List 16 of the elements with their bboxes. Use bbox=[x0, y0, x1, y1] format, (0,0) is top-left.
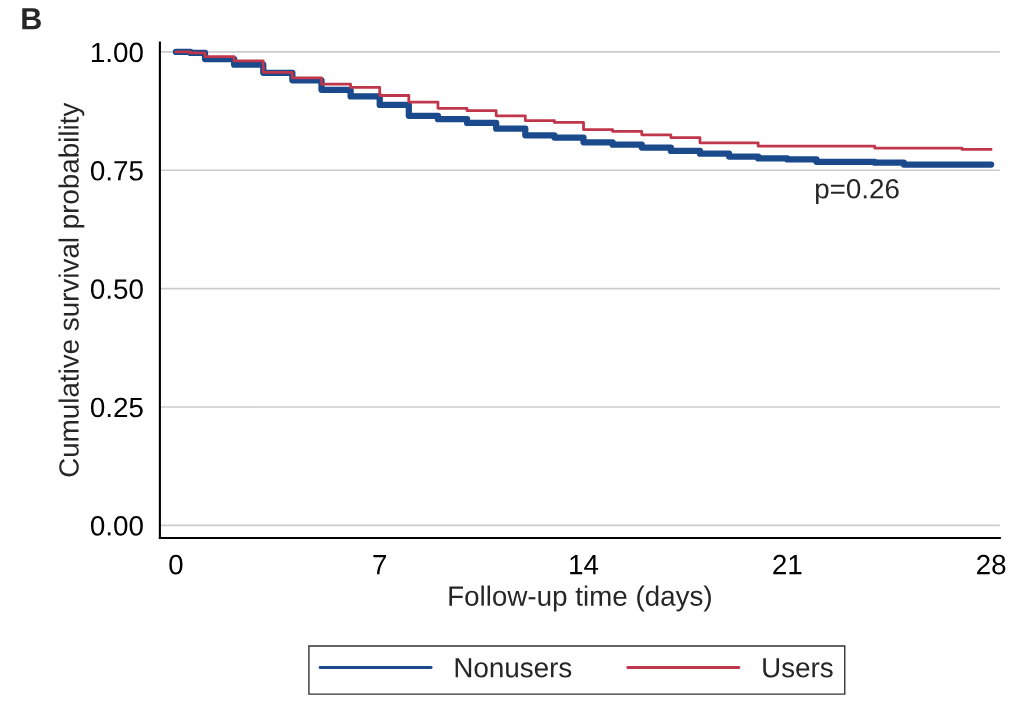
legend-label: Nonusers bbox=[455, 658, 572, 678]
x-axis-title: Follow-up time (days) bbox=[449, 585, 711, 612]
x-tick-label: 7 bbox=[373, 555, 387, 575]
y-tick-label: 0.75 bbox=[90, 160, 143, 181]
legend-label: Users bbox=[763, 658, 833, 678]
annotation: p=0.26 bbox=[815, 178, 899, 205]
y-tick-label: 0.50 bbox=[90, 279, 143, 299]
x-tick-label: 28 bbox=[977, 554, 1006, 575]
x-tick-label: 0 bbox=[169, 554, 183, 575]
y-tick-label: 0.00 bbox=[90, 515, 143, 536]
y-axis-title: Cumulative survival probability bbox=[58, 102, 85, 477]
y-tick-label: 0.25 bbox=[90, 397, 143, 418]
text: B bbox=[22, 8, 41, 30]
x-tick-label: 14 bbox=[570, 555, 599, 575]
y-tick-label: 1.00 bbox=[91, 42, 143, 63]
x-tick-label: 21 bbox=[773, 554, 802, 575]
